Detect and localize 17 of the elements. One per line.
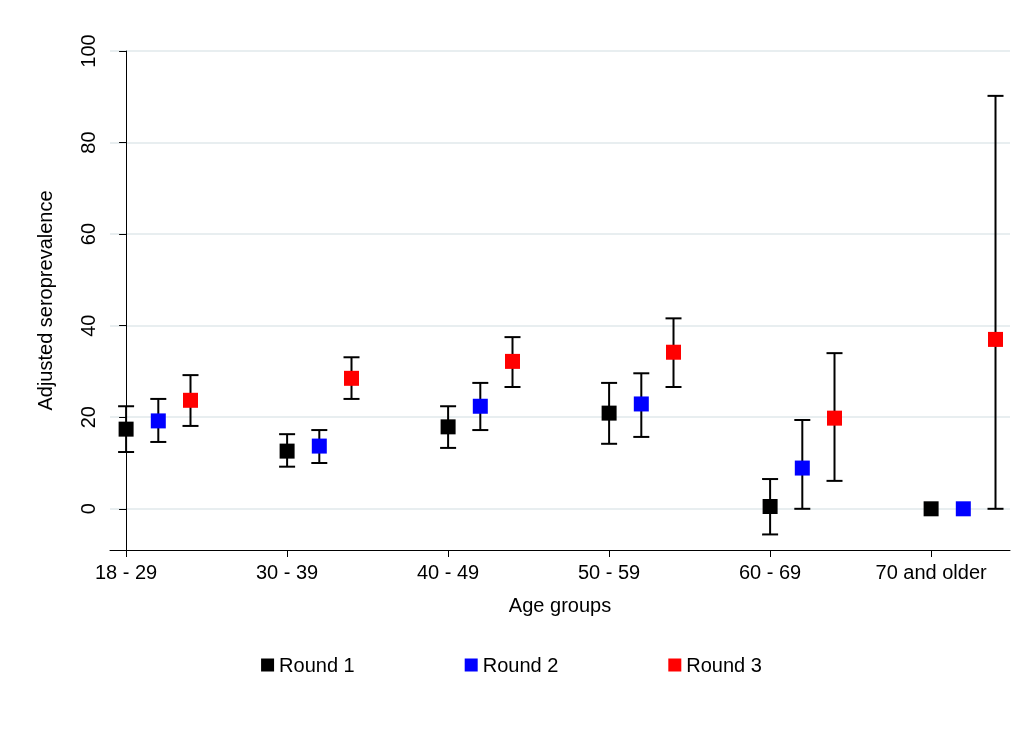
x-tick-label: 50 - 59 [577, 561, 641, 583]
legend-label: Round 1 [279, 654, 355, 676]
legend-label: Round 3 [686, 654, 762, 676]
y-tick-label: 100 [77, 34, 99, 68]
y-tick-label: 20 [77, 406, 99, 429]
x-tick-label: 40 - 49 [416, 561, 480, 583]
y-tick-label: 60 [77, 222, 99, 246]
y-tick-label: 80 [77, 131, 99, 154]
x-tick-label: 60 - 69 [738, 561, 802, 583]
x-tick-label: 30 - 39 [255, 561, 319, 583]
y-tick-label: 0 [77, 503, 99, 515]
x-axis-title: Age groups [508, 594, 612, 616]
x-tick-label: 18 - 29 [94, 561, 158, 583]
legend-label: Round 2 [482, 654, 559, 676]
x-tick-label: 70 and older [875, 561, 988, 583]
y-axis-title: Adjusted seroprevalence [34, 190, 56, 411]
y-tick-label: 40 [77, 314, 99, 337]
